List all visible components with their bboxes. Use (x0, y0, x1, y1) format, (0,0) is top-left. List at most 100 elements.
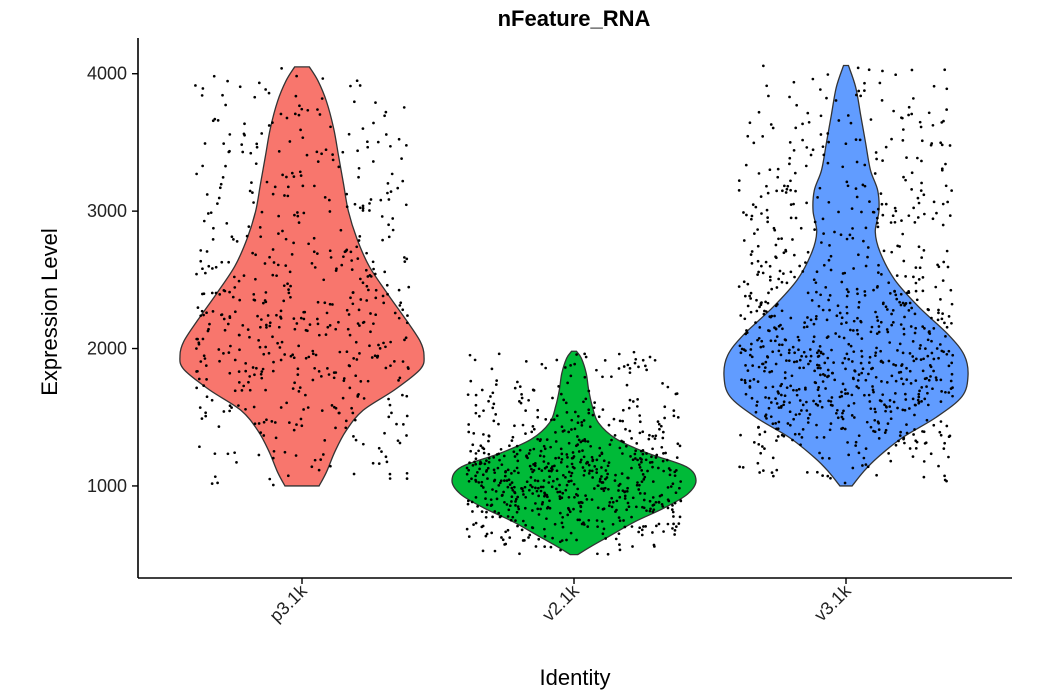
data-point (750, 250, 754, 253)
data-point (755, 298, 758, 302)
data-point (403, 260, 407, 264)
data-point (650, 455, 653, 459)
data-point (777, 349, 781, 353)
data-point (555, 414, 559, 418)
data-point (198, 406, 202, 409)
data-point (296, 211, 299, 214)
data-point (253, 373, 256, 377)
data-point (635, 442, 639, 445)
data-point (795, 388, 798, 392)
data-point (591, 459, 595, 463)
data-point (300, 424, 304, 428)
data-point (744, 364, 747, 367)
data-point (673, 533, 676, 536)
data-point (802, 325, 806, 329)
data-point (345, 205, 349, 209)
data-point (645, 452, 648, 455)
data-point (856, 316, 859, 320)
data-point (782, 434, 786, 438)
data-point (207, 327, 210, 331)
data-point (498, 458, 501, 462)
data-point (279, 315, 282, 319)
data-point (756, 380, 760, 383)
data-point (813, 228, 816, 231)
data-point (901, 301, 905, 305)
data-point (826, 161, 830, 165)
data-point (260, 370, 264, 373)
data-point (523, 506, 527, 510)
data-point (874, 151, 878, 154)
data-point (466, 499, 470, 503)
data-point (775, 439, 778, 442)
data-point (817, 349, 821, 352)
data-point (836, 416, 840, 420)
data-point (530, 430, 534, 434)
data-point (617, 489, 620, 492)
data-point (769, 123, 773, 126)
data-point (479, 444, 483, 448)
data-point (905, 423, 908, 426)
data-point (876, 271, 880, 274)
data-point (943, 441, 946, 445)
data-point (651, 504, 655, 507)
data-point (226, 452, 230, 456)
data-point (911, 340, 915, 343)
data-point (818, 186, 822, 190)
data-point (917, 201, 921, 205)
data-point (863, 184, 867, 188)
data-point (901, 382, 905, 386)
data-point (233, 310, 237, 314)
data-point (399, 301, 403, 305)
data-point (812, 399, 815, 403)
data-point (406, 314, 409, 317)
data-point (877, 421, 881, 425)
data-point (799, 443, 802, 447)
data-point (644, 458, 648, 462)
data-point (893, 206, 897, 210)
data-point (500, 536, 503, 539)
data-point (822, 263, 826, 267)
data-point (386, 292, 389, 296)
data-point (469, 379, 473, 383)
data-point (370, 356, 374, 359)
data-point (545, 493, 549, 497)
data-point (558, 540, 562, 544)
data-point (632, 350, 636, 354)
data-point (748, 294, 752, 298)
data-point (511, 435, 515, 439)
data-point (882, 301, 885, 305)
data-point (864, 264, 868, 268)
data-point (569, 364, 572, 367)
data-point (246, 328, 250, 331)
data-point (941, 202, 945, 206)
data-point (572, 482, 576, 486)
data-point (951, 386, 954, 389)
data-point (343, 250, 347, 254)
data-point (926, 391, 929, 395)
data-point (748, 386, 752, 389)
chart-title: nFeature_RNA (498, 6, 651, 31)
data-point (584, 494, 587, 497)
data-point (582, 455, 586, 459)
x-tick-label: v2.1k (538, 580, 583, 625)
data-point (760, 212, 763, 215)
data-point (847, 290, 850, 294)
data-point (536, 408, 540, 412)
data-point (860, 355, 864, 358)
data-point (357, 239, 361, 242)
data-point (774, 362, 778, 366)
data-point (493, 478, 497, 482)
data-point (257, 338, 260, 342)
data-point (515, 466, 519, 470)
data-point (864, 378, 868, 382)
data-point (355, 245, 359, 249)
data-point (356, 149, 359, 153)
data-point (480, 388, 484, 392)
data-point (561, 473, 565, 477)
data-point (789, 188, 792, 192)
data-point (746, 282, 750, 286)
data-point (812, 278, 816, 282)
data-point (274, 436, 278, 440)
data-point (334, 269, 338, 272)
data-point (513, 485, 516, 489)
